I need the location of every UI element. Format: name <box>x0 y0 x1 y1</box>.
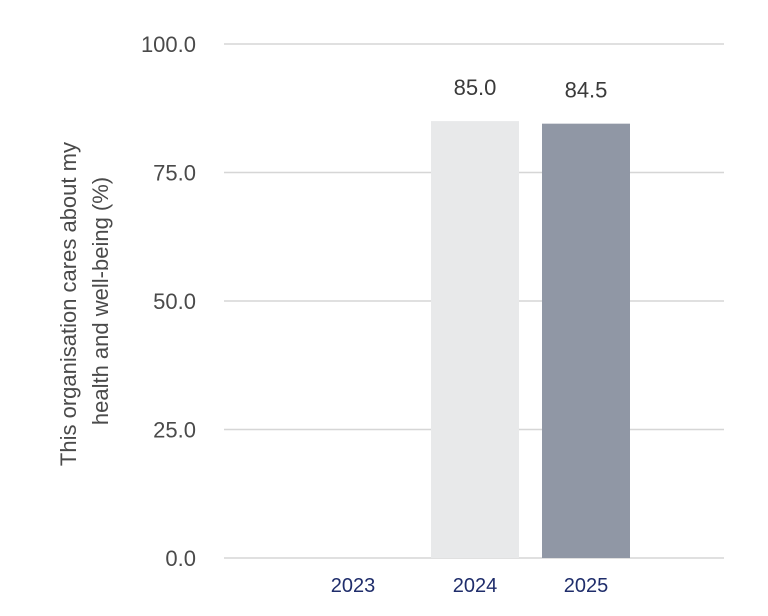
bars <box>431 121 630 559</box>
y-tick-label: 100.0 <box>141 32 196 57</box>
bar-2024 <box>431 121 519 558</box>
y-axis-label: This organisation cares about my health … <box>56 136 113 466</box>
y-tick-label: 25.0 <box>153 418 196 443</box>
data-label-2024: 85.0 <box>454 75 497 100</box>
y-tick-label: 75.0 <box>153 161 196 186</box>
x-tick-label-2023: 2023 <box>331 575 376 597</box>
x-tick-label-2025: 2025 <box>564 575 609 597</box>
y-axis-label-line-1: This organisation cares about my <box>56 142 81 466</box>
x-axis-ticks: 2023 2024 2025 <box>331 575 609 597</box>
y-axis-label-line-2: health and well-being (%) <box>88 177 113 425</box>
y-axis-ticks: 0.0 25.0 50.0 75.0 100.0 <box>141 32 196 571</box>
y-tick-label: 0.0 <box>165 546 196 571</box>
data-labels: 85.0 84.5 <box>454 75 608 103</box>
y-tick-label: 50.0 <box>153 289 196 314</box>
bar-2025 <box>542 123 630 559</box>
x-tick-label-2024: 2024 <box>453 575 498 597</box>
data-label-2025: 84.5 <box>565 78 608 103</box>
